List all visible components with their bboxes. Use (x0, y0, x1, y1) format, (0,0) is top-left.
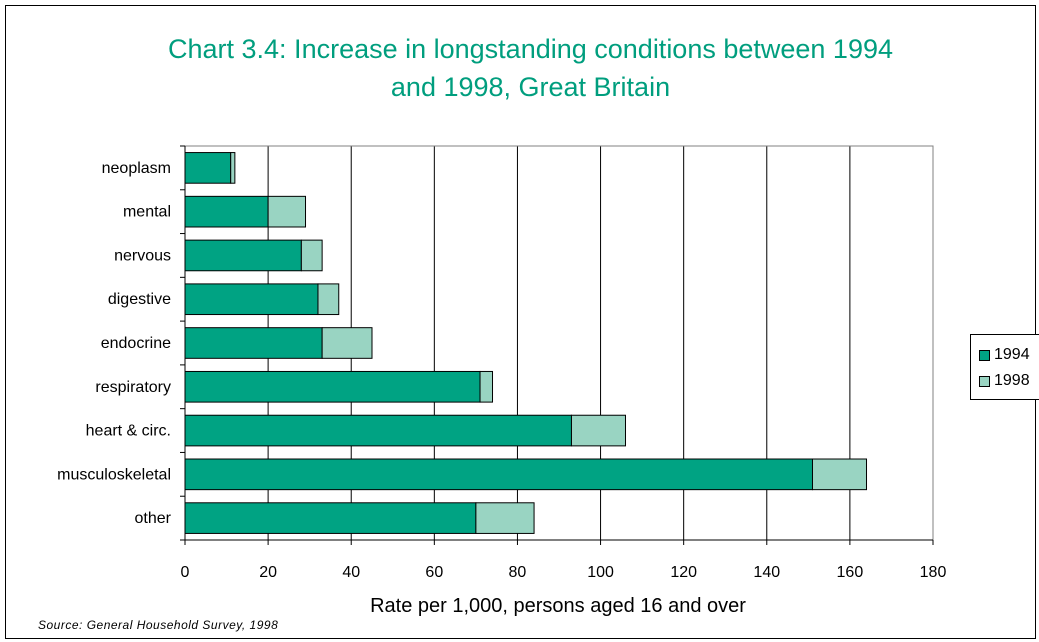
bar-1998-1 (267, 195, 307, 228)
y-tick-label: other (135, 510, 172, 527)
legend-label-1994: 1994 (994, 346, 1030, 363)
x-axis-label: Rate per 1,000, persons aged 16 and over (370, 595, 746, 617)
x-tick-label: 120 (670, 564, 697, 581)
x-tick-label: 180 (920, 564, 947, 581)
chart-title-line-2: and 1998, Great Britain (390, 72, 671, 102)
bar-1998-5 (479, 370, 494, 403)
legend-label-1998: 1998 (994, 372, 1030, 389)
source-note: Source: General Household Survey, 1998 (38, 618, 279, 632)
bar-1998-3 (317, 283, 340, 316)
y-tick-label: nervous (114, 247, 171, 264)
bar-1998-8 (475, 502, 535, 534)
bar-1994-5 (184, 370, 481, 403)
x-tick-label: 60 (425, 564, 443, 581)
bar-1998-2 (300, 239, 323, 272)
bar-1994-0 (184, 152, 232, 184)
bar-1994-3 (184, 283, 319, 316)
y-tick-label: endocrine (101, 335, 171, 352)
bar-1994-8 (184, 502, 477, 534)
y-tick-label: neoplasm (102, 160, 171, 177)
x-tick-label: 20 (259, 564, 277, 581)
chart-title-line-1: Chart 3.4: Increase in longstanding cond… (168, 34, 893, 64)
y-tick-label: respiratory (95, 379, 171, 396)
bar-1994-6 (184, 414, 572, 447)
bar-1998-6 (570, 414, 626, 447)
bar-1998-7 (811, 458, 868, 491)
chart-title: Chart 3.4: Increase in longstanding cond… (0, 30, 1039, 106)
bar-1998-0 (230, 152, 236, 184)
x-tick-label: 80 (509, 564, 527, 581)
legend-swatch-1994 (979, 349, 990, 361)
legend-swatch-1998 (979, 375, 990, 387)
legend: 1994 1998 (970, 334, 1039, 400)
x-tick-label: 160 (837, 564, 864, 581)
y-tick-label: digestive (108, 291, 171, 308)
bar-1994-2 (184, 239, 302, 272)
y-tick-label: heart & circ. (86, 423, 171, 440)
legend-item-1994: 1994 (979, 345, 1030, 365)
bar-1994-1 (184, 195, 269, 228)
x-tick-label: 0 (181, 564, 190, 581)
y-tick-label: musculoskeletal (57, 466, 171, 483)
x-tick-label: 40 (342, 564, 360, 581)
x-tick-label: 100 (587, 564, 614, 581)
y-tick-label: mental (123, 204, 171, 221)
bar-1998-4 (321, 327, 373, 359)
bar-1994-7 (184, 458, 813, 491)
legend-item-1998: 1998 (979, 371, 1030, 391)
x-tick-label: 140 (753, 564, 780, 581)
bar-1994-4 (184, 327, 323, 359)
